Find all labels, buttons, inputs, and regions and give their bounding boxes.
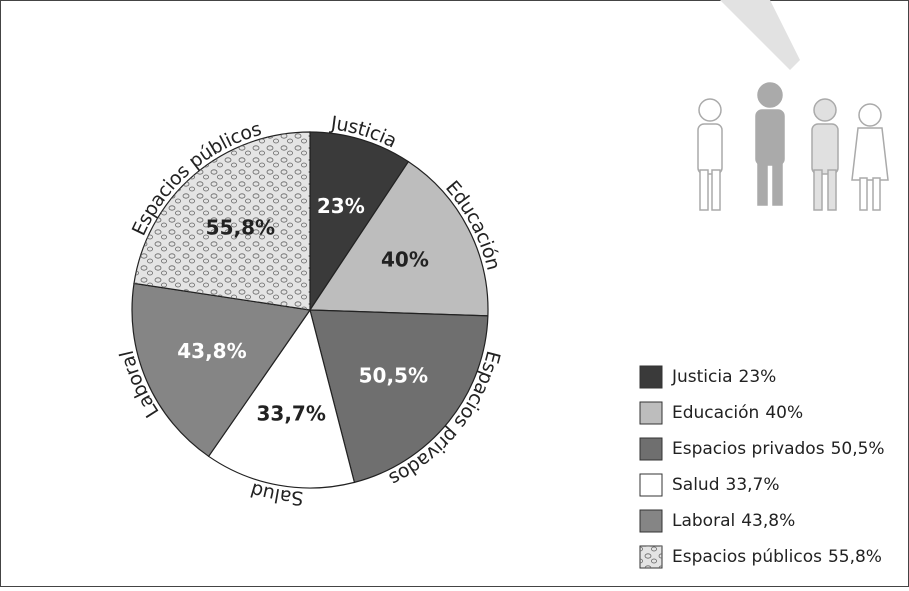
legend-label: Justicia 23%: [671, 367, 776, 387]
value-label: 23%: [317, 194, 365, 218]
legend-value: 55,8%: [828, 547, 882, 567]
legend-value: 40%: [765, 403, 803, 423]
legend-value: 33,7%: [726, 475, 780, 495]
legend-name: Justicia: [671, 367, 733, 387]
legend-label: Laboral 43,8%: [672, 511, 795, 531]
legend-name: Salud: [672, 475, 720, 495]
value-label: 40%: [381, 248, 429, 272]
legend-swatch: [640, 510, 662, 532]
value-label: 33,7%: [257, 402, 326, 426]
legend-label: Salud 33,7%: [672, 475, 780, 495]
legend-swatch: [640, 474, 662, 496]
legend-value: 23%: [739, 367, 777, 387]
chart: 23%Justicia40%Educación50,5%Espacios pri…: [0, 0, 909, 587]
page: 23%Justicia40%Educación50,5%Espacios pri…: [0, 0, 909, 591]
legend-name: Espacios públicos: [672, 547, 822, 567]
legend-name: Laboral: [672, 511, 735, 531]
legend-label: Espacios privados 50,5%: [672, 439, 885, 459]
legend-name: Educación: [672, 403, 759, 423]
legend-name: Espacios privados: [672, 439, 825, 459]
legend-value: 43,8%: [741, 511, 795, 531]
legend-label: Espacios públicos 55,8%: [672, 547, 882, 567]
legend-value: 50,5%: [831, 439, 885, 459]
legend-swatch: [640, 366, 662, 388]
value-label: 43,8%: [177, 339, 246, 363]
legend-label: Educación 40%: [672, 403, 803, 423]
legend-swatch: [640, 402, 662, 424]
value-label: 50,5%: [359, 363, 428, 387]
value-label: 55,8%: [206, 216, 275, 240]
legend-texture: [640, 546, 662, 568]
legend-swatch: [640, 438, 662, 460]
